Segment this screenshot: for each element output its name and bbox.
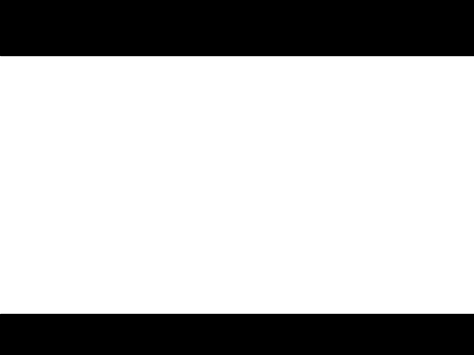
Text: =: = — [357, 241, 373, 260]
Text: –: – — [307, 241, 317, 260]
Text: O: O — [331, 241, 346, 259]
Text: O: O — [142, 241, 157, 259]
Text: O: O — [116, 172, 131, 190]
Text: O: O — [182, 172, 197, 190]
Text: O: O — [383, 241, 399, 259]
Text: O: O — [35, 241, 50, 259]
Text: O: O — [218, 48, 232, 66]
Text: 6e: 6e — [332, 49, 353, 64]
Text: −: − — [358, 42, 368, 54]
Text: −: − — [457, 42, 468, 54]
Text: –: – — [151, 111, 162, 131]
Text: –: – — [151, 171, 162, 191]
Text: O: O — [277, 241, 292, 259]
Text: =: = — [62, 241, 78, 260]
Text: O: O — [49, 112, 64, 130]
Text: 3: 3 — [237, 59, 245, 72]
Text: –: – — [84, 111, 96, 131]
Text: x 3 = 18e: x 3 = 18e — [365, 49, 451, 64]
Text: O: O — [116, 112, 131, 130]
Text: O: O — [182, 112, 197, 130]
Text: O: O — [49, 172, 64, 190]
Text: O: O — [284, 48, 299, 66]
Text: =: = — [81, 171, 100, 191]
Text: –: – — [118, 241, 128, 260]
Text: O: O — [90, 241, 105, 259]
Text: Trioxygen (Ozone): Trioxygen (Ozone) — [14, 48, 185, 66]
